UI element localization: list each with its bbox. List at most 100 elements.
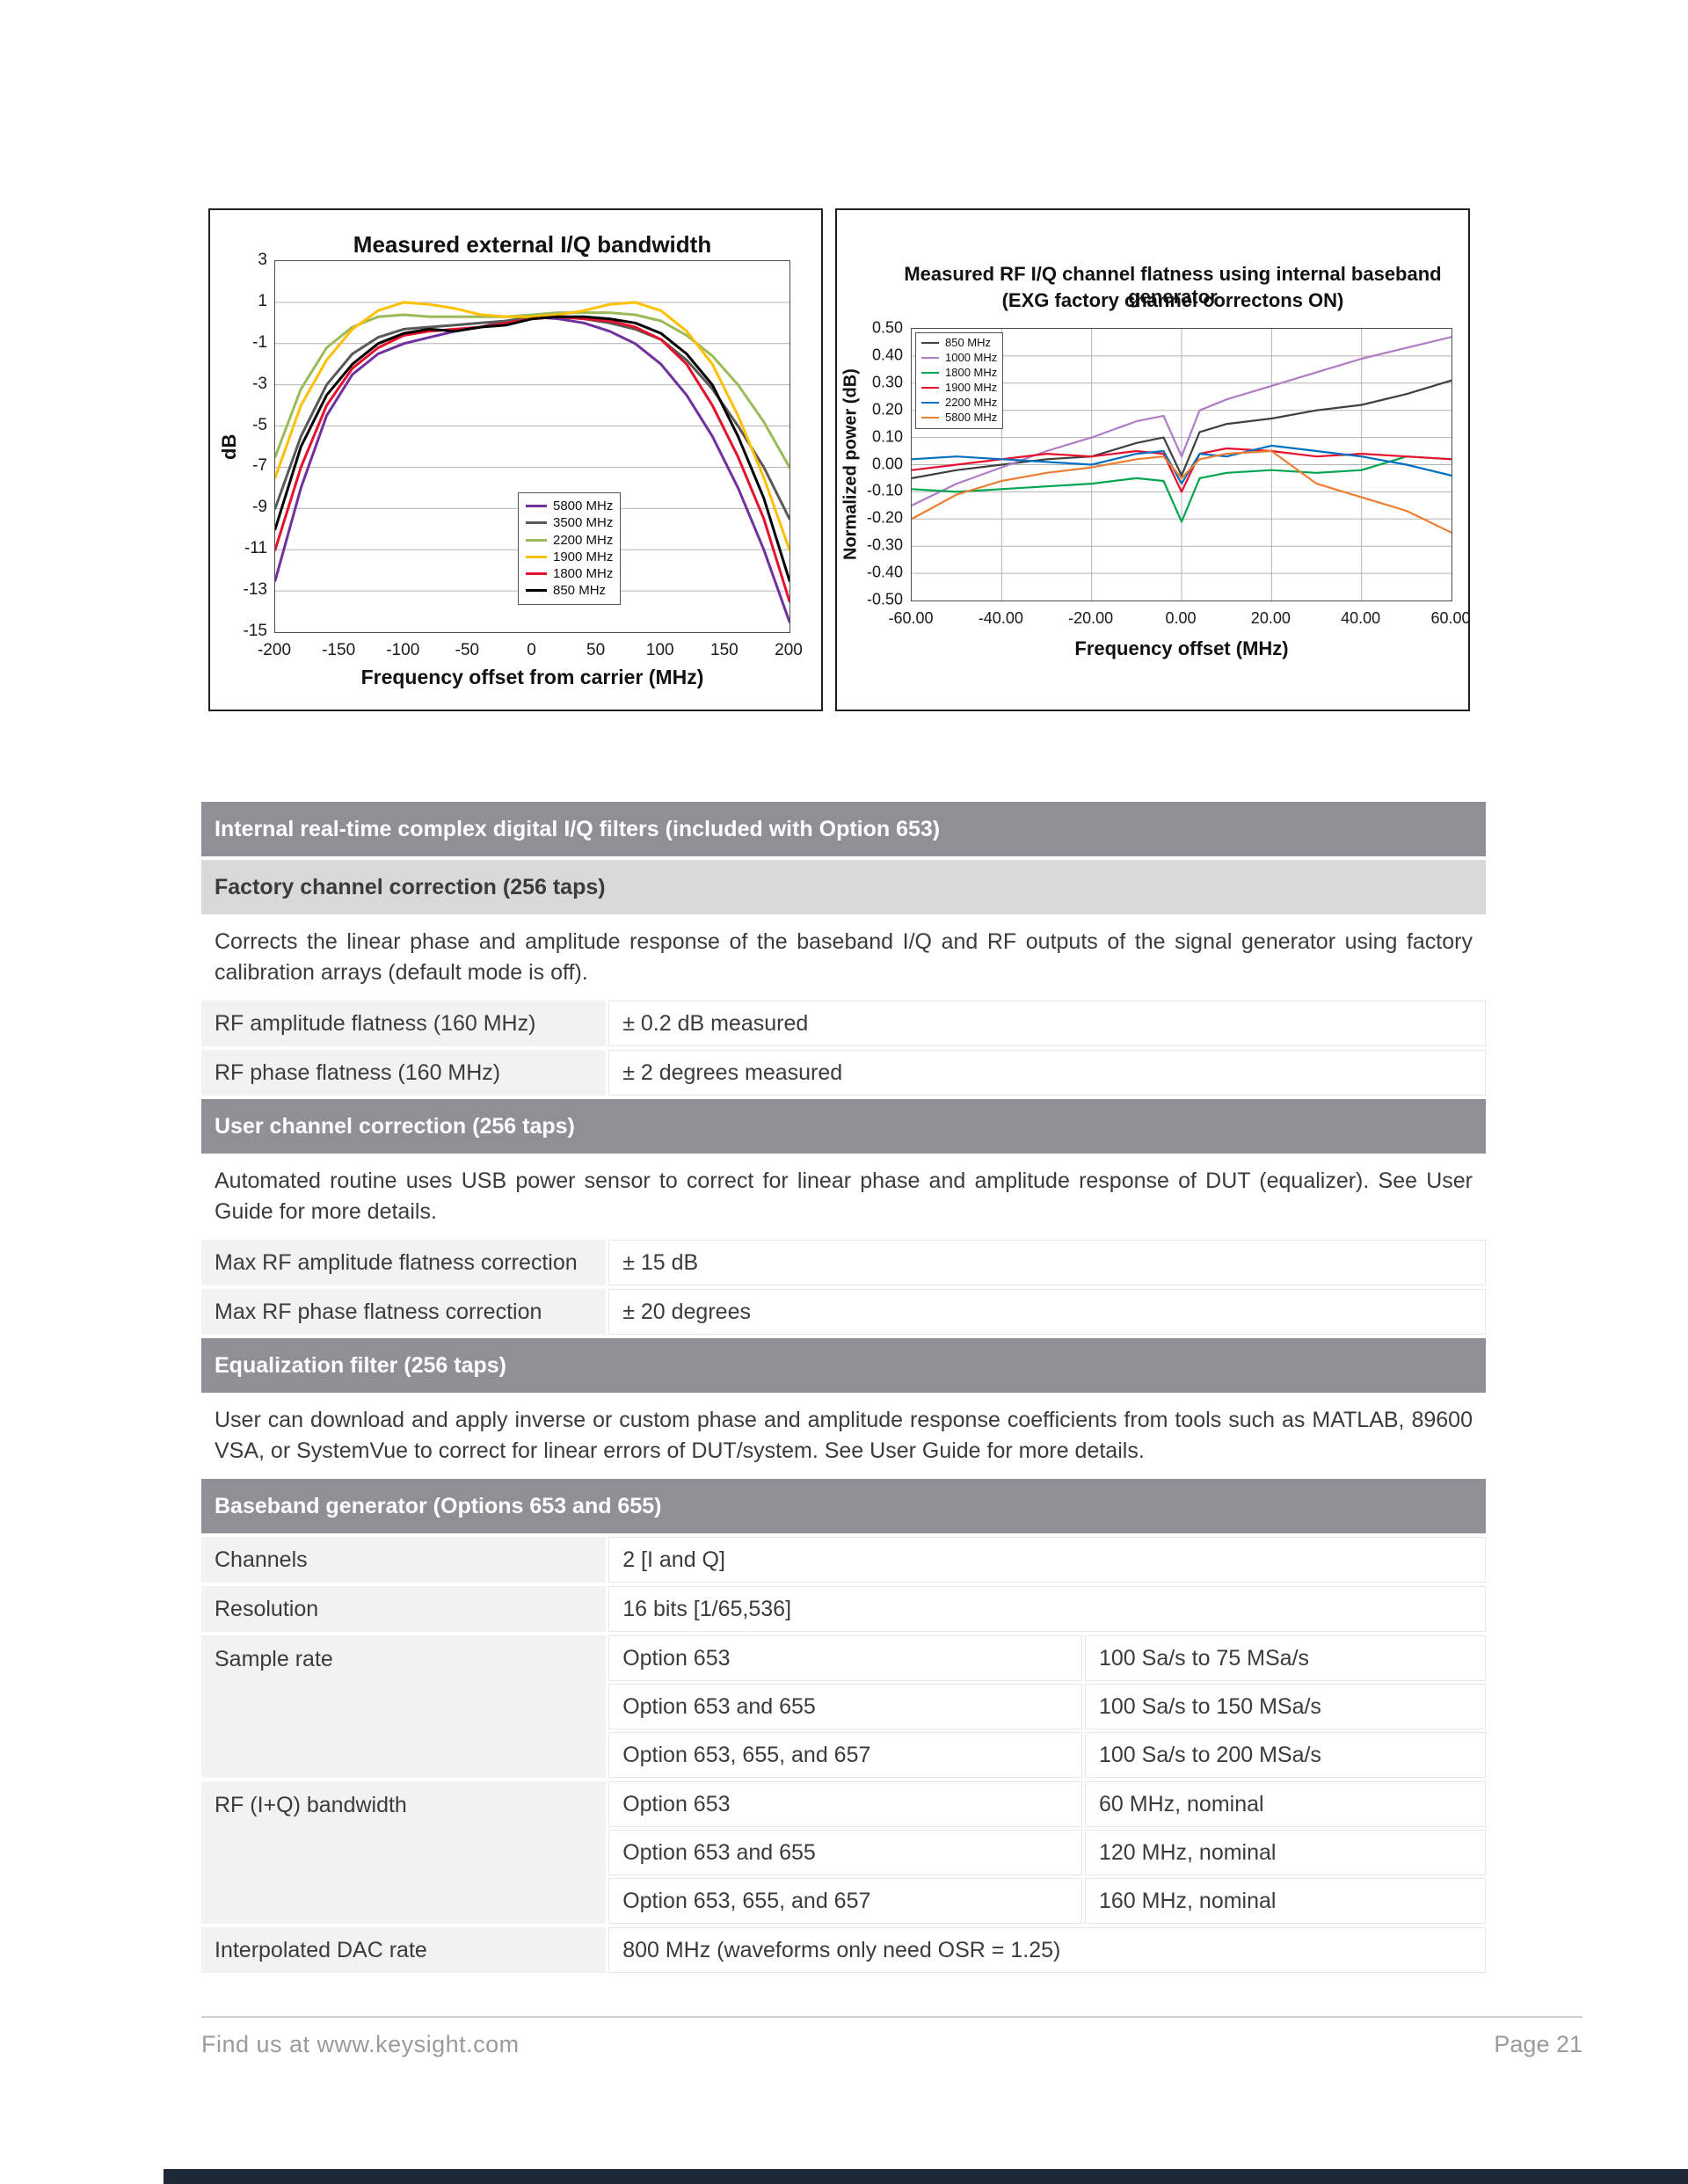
footer-divider [201,2016,1582,2018]
legend-item-3500-mhz: 3500 MHz [526,514,613,531]
section-header-text: Internal real-time complex digital I/Q f… [215,816,941,841]
legend-item-5800-mhz: 5800 MHz [526,498,613,514]
x-tick-label: 40.00 [1341,609,1381,627]
legend-label: 2200 MHz [553,532,614,548]
legend-item-1000-mhz: 1000 MHz [921,351,997,366]
y-tick-label: 0.20 [871,400,903,419]
spec-value: 100 Sa/s to 75 MSa/s [1085,1635,1486,1681]
x-tick-label: 200 [775,641,803,659]
y-tick-label: 3 [258,251,267,269]
y-tick-label: 0.50 [871,318,903,337]
y-tick-label: -5 [252,415,267,434]
spec-subrow: Option 653 100 Sa/s to 75 MSa/s [608,1635,1486,1681]
spec-value: 60 MHz, nominal [1085,1781,1486,1827]
chart-rf-iq-channel-flatness: Measured RF I/Q channel flatness using i… [835,208,1471,711]
chart1-x-axis-label: Frequency offset from carrier (MHz) [360,666,704,688]
x-tick-label: 150 [710,641,738,659]
legend-swatch [526,555,547,558]
description-user-channel-correction: Automated routine uses USB power sensor … [201,1157,1486,1236]
legend-label: 1800 MHz [945,365,998,379]
spec-group-rf-iq-bandwidth: RF (I+Q) bandwidth Option 653 60 MHz, no… [201,1781,1486,1924]
y-tick-label: -0.10 [866,481,903,499]
spec-option: Option 653, 655, and 657 [608,1732,1082,1778]
spec-value: 160 MHz, nominal [1085,1878,1486,1924]
y-tick-label: 0.40 [871,346,903,364]
legend-swatch [921,342,939,345]
spec-value: 100 Sa/s to 150 MSa/s [1085,1684,1486,1729]
chart1-plot-area: 5800 MHz 3500 MHz 2200 MHz 1900 MHz 1800 MHz… [273,260,791,633]
legend-label: 5800 MHz [945,410,998,424]
legend-item-1800-mhz: 1800 MHz [921,366,997,381]
x-tick-label: -100 [386,641,420,659]
spec-value: 100 Sa/s to 200 MSa/s [1085,1732,1486,1778]
chart1-legend: 5800 MHz 3500 MHz 2200 MHz 1900 MHz 1800 MHz… [518,492,622,605]
chart2-plot-area: 850 MHz 1000 MHz 1800 MHz 1900 MHz 2200 MHz 5… [910,328,1453,601]
spec-label: Sample rate [201,1635,607,1778]
y-tick-label: 0.00 [871,455,903,472]
legend-swatch [526,521,547,525]
spec-option: Option 653 and 655 [608,1830,1082,1875]
spec-option: Option 653 and 655 [608,1684,1082,1729]
chart1-title: Measured external I/Q bandwidth [353,231,712,258]
description-factory-channel-correction: Corrects the linear phase and amplitude … [201,918,1486,997]
section-header-baseband-generator: Baseband generator (Options 653 and 655) [201,1479,1486,1533]
legend-label: 850 MHz [553,583,607,599]
y-tick-label: 0.10 [871,427,903,446]
x-tick-label: -150 [322,641,356,659]
chart2-series-lines [910,329,1453,601]
legend-label: 850 MHz [945,336,992,349]
spec-label: RF (I+Q) bandwidth [201,1781,607,1924]
x-tick-label: -50 [455,641,480,659]
y-tick-label: -0.50 [866,590,903,608]
spec-value: 800 MHz (waveforms only need OSR = 1.25) [608,1927,1486,1973]
spec-row-rf-amplitude-flatness: RF amplitude flatness (160 MHz) ± 0.2 dB… [201,1001,1486,1046]
y-tick-label: -0.40 [866,563,903,581]
section-header-user-channel-correction: User channel correction (256 taps) [201,1099,1486,1154]
x-tick-label: 50 [586,641,606,659]
section-header-text: Equalization filter (256 taps) [215,1352,507,1378]
legend-label: 1800 MHz [553,566,614,581]
page-bottom-band [164,2169,1688,2184]
spec-option: Option 653 [608,1781,1082,1827]
legend-item-1900-mhz: 1900 MHz [526,549,613,565]
x-tick-label: 0.00 [1165,609,1197,627]
spec-label: Max RF amplitude flatness correction [201,1240,607,1285]
subsection-header-text: Factory channel correction (256 taps) [215,874,606,899]
y-tick-label: -0.20 [866,508,903,527]
chart2-title: Measured RF I/Q channel flatness using i… [904,263,1442,308]
spec-value: ± 0.2 dB measured [608,1001,1486,1046]
spec-value: ± 20 degrees [608,1289,1486,1335]
spec-value: 2 [I and Q] [608,1537,1486,1583]
x-tick-label: -60.00 [888,609,934,627]
legend-label: 1900 MHz [945,380,998,394]
y-tick-label: -3 [252,374,267,393]
chart-external-iq-bandwidth: Measured external I/Q bandwidth dB 5800 … [208,208,823,711]
y-tick-label: 1 [258,291,267,310]
legend-item-850-mhz: 850 MHz [526,582,613,599]
y-tick-label: -9 [252,498,267,517]
spec-value: ± 2 degrees measured [608,1050,1486,1096]
legend-item-5800-mhz: 5800 MHz [921,411,997,426]
section-header-equalization-filter: Equalization filter (256 taps) [201,1338,1486,1393]
description-equalization-filter: User can download and apply inverse or c… [201,1396,1486,1475]
spec-row-max-rf-phase-flatness-correction: Max RF phase flatness correction ± 20 de… [201,1289,1486,1335]
spec-subrow: Option 653 and 655 120 MHz, nominal [608,1830,1486,1875]
legend-swatch [526,589,547,593]
x-tick-label: -200 [257,641,292,659]
legend-label: 2200 MHz [945,395,998,409]
spec-group-sample-rate: Sample rate Option 653 100 Sa/s to 75 MS… [201,1635,1486,1778]
x-tick-label: 100 [645,641,674,659]
y-tick-label: -7 [252,456,267,476]
legend-item-850-mhz: 850 MHz [921,336,997,351]
y-tick-label: -0.30 [866,535,903,554]
y-tick-label: 0.30 [871,373,903,391]
spec-label: Interpolated DAC rate [201,1927,607,1973]
section-header-internal-iq-filters: Internal real-time complex digital I/Q f… [201,802,1486,856]
spec-label: Max RF phase flatness correction [201,1289,607,1335]
chart2-y-axis-ticks: 0.50 0.40 0.30 0.20 0.10 0.00 -0.10 -0.20 -0.30 -… [837,319,907,608]
legend-label: 5800 MHz [553,499,614,513]
spec-subrow: Option 653, 655, and 657 100 Sa/s to 200… [608,1732,1486,1778]
legend-swatch [921,402,939,404]
legend-swatch [526,538,547,542]
legend-swatch [921,387,939,389]
